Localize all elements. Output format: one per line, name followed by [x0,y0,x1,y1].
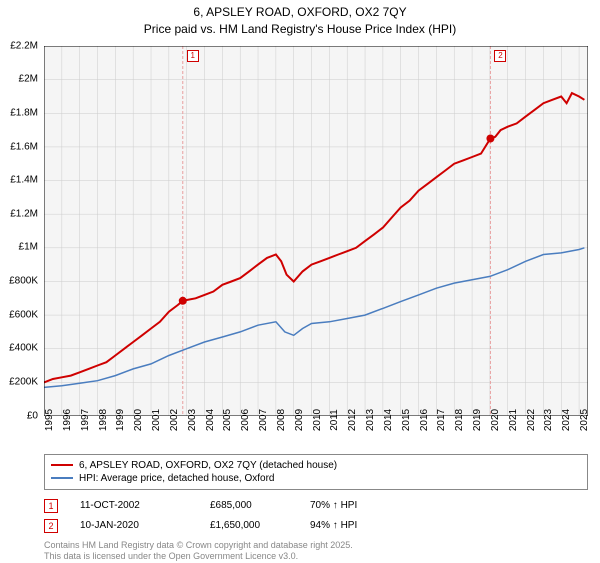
x-axis-label: 1997 [80,408,91,430]
chart-container: 6, APSLEY ROAD, OXFORD, OX2 7QY Price pa… [0,0,600,560]
y-axis-label: £800K [9,276,38,287]
y-axis-label: £400K [9,343,38,354]
x-axis-label: 2009 [294,408,305,430]
tx-row: 1 11-OCT-2002 £685,000 70% ↑ HPI [44,496,588,516]
legend-label: 6, APSLEY ROAD, OXFORD, OX2 7QY (detache… [79,460,337,471]
x-axis-label: 2022 [526,408,537,430]
x-axis-label: 2024 [561,408,572,430]
x-axis-label: 2020 [490,408,501,430]
y-axis-label: £600K [9,309,38,320]
x-axis-label: 2001 [151,408,162,430]
tx-hpi: 70% ↑ HPI [310,500,410,511]
transaction-table: 1 11-OCT-2002 £685,000 70% ↑ HPI 2 10-JA… [44,496,588,536]
y-axis-label: £1.6M [10,141,38,152]
x-axis-label: 2012 [347,408,358,430]
title-block: 6, APSLEY ROAD, OXFORD, OX2 7QY Price pa… [0,0,600,46]
y-axis-label: £2.2M [10,40,38,51]
tx-dot [486,134,494,142]
title-address: 6, APSLEY ROAD, OXFORD, OX2 7QY [0,4,600,21]
tx-hpi: 94% ↑ HPI [310,520,410,531]
x-axis-label: 2006 [240,408,251,430]
x-axis-label: 2008 [276,408,287,430]
legend-swatch [51,464,73,466]
x-axis-label: 2007 [258,408,269,430]
x-axis-label: 2013 [365,408,376,430]
tx-id-marker: 1 [44,499,58,513]
legend-row: 6, APSLEY ROAD, OXFORD, OX2 7QY (detache… [51,459,581,472]
x-axis-label: 1999 [115,408,126,430]
tx-date: 10-JAN-2020 [80,520,210,531]
x-axis-label: 2023 [543,408,554,430]
title-subtitle: Price paid vs. HM Land Registry's House … [0,21,600,38]
footer-attribution: Contains HM Land Registry data © Crown c… [44,540,588,563]
x-axis-label: 2025 [579,408,590,430]
legend-label: HPI: Average price, detached house, Oxfo… [79,473,275,484]
tx-dot [179,296,187,304]
y-axis-label: £0 [27,410,38,421]
y-axis-label: £1.2M [10,208,38,219]
y-axis-label: £1.8M [10,107,38,118]
x-axis-label: 2016 [419,408,430,430]
x-axis-label: 2017 [436,408,447,430]
x-axis-label: 2010 [312,408,323,430]
plot-background [44,46,588,416]
y-axis-label: £1M [19,242,38,253]
legend-swatch [51,477,73,479]
chart-area: £0£200K£400K£600K£800K£1M£1.2M£1.4M£1.6M… [44,46,588,416]
x-axis-label: 2018 [454,408,465,430]
x-axis-labels: 1995199619971998199920002001200220032004… [44,418,588,448]
x-axis-label: 2000 [133,408,144,430]
x-axis-label: 2014 [383,408,394,430]
x-axis-label: 1998 [98,408,109,430]
tx-id-marker: 2 [44,519,58,533]
tx-price: £685,000 [210,500,310,511]
x-axis-label: 2015 [401,408,412,430]
tx-marker-box: 1 [187,50,199,62]
chart-svg [44,46,588,416]
x-axis-label: 2004 [205,408,216,430]
x-axis-label: 2011 [329,409,340,431]
y-axis-label: £1.4M [10,175,38,186]
x-axis-label: 2002 [169,408,180,430]
x-axis-label: 2021 [508,408,519,430]
tx-row: 2 10-JAN-2020 £1,650,000 94% ↑ HPI [44,516,588,536]
y-axis-label: £2M [19,74,38,85]
x-axis-label: 1996 [62,408,73,430]
y-axis-label: £200K [9,376,38,387]
y-axis-labels: £0£200K£400K£600K£800K£1M£1.2M£1.4M£1.6M… [0,46,40,416]
tx-marker-box: 2 [494,50,506,62]
x-axis-label: 2005 [222,408,233,430]
tx-price: £1,650,000 [210,520,310,531]
legend-row: HPI: Average price, detached house, Oxfo… [51,472,581,485]
footer-line-2: This data is licensed under the Open Gov… [44,551,588,563]
x-axis-label: 1995 [44,408,55,430]
tx-date: 11-OCT-2002 [80,500,210,511]
footer-line-1: Contains HM Land Registry data © Crown c… [44,540,588,552]
legend-box: 6, APSLEY ROAD, OXFORD, OX2 7QY (detache… [44,454,588,490]
x-axis-label: 2003 [187,408,198,430]
x-axis-label: 2019 [472,408,483,430]
